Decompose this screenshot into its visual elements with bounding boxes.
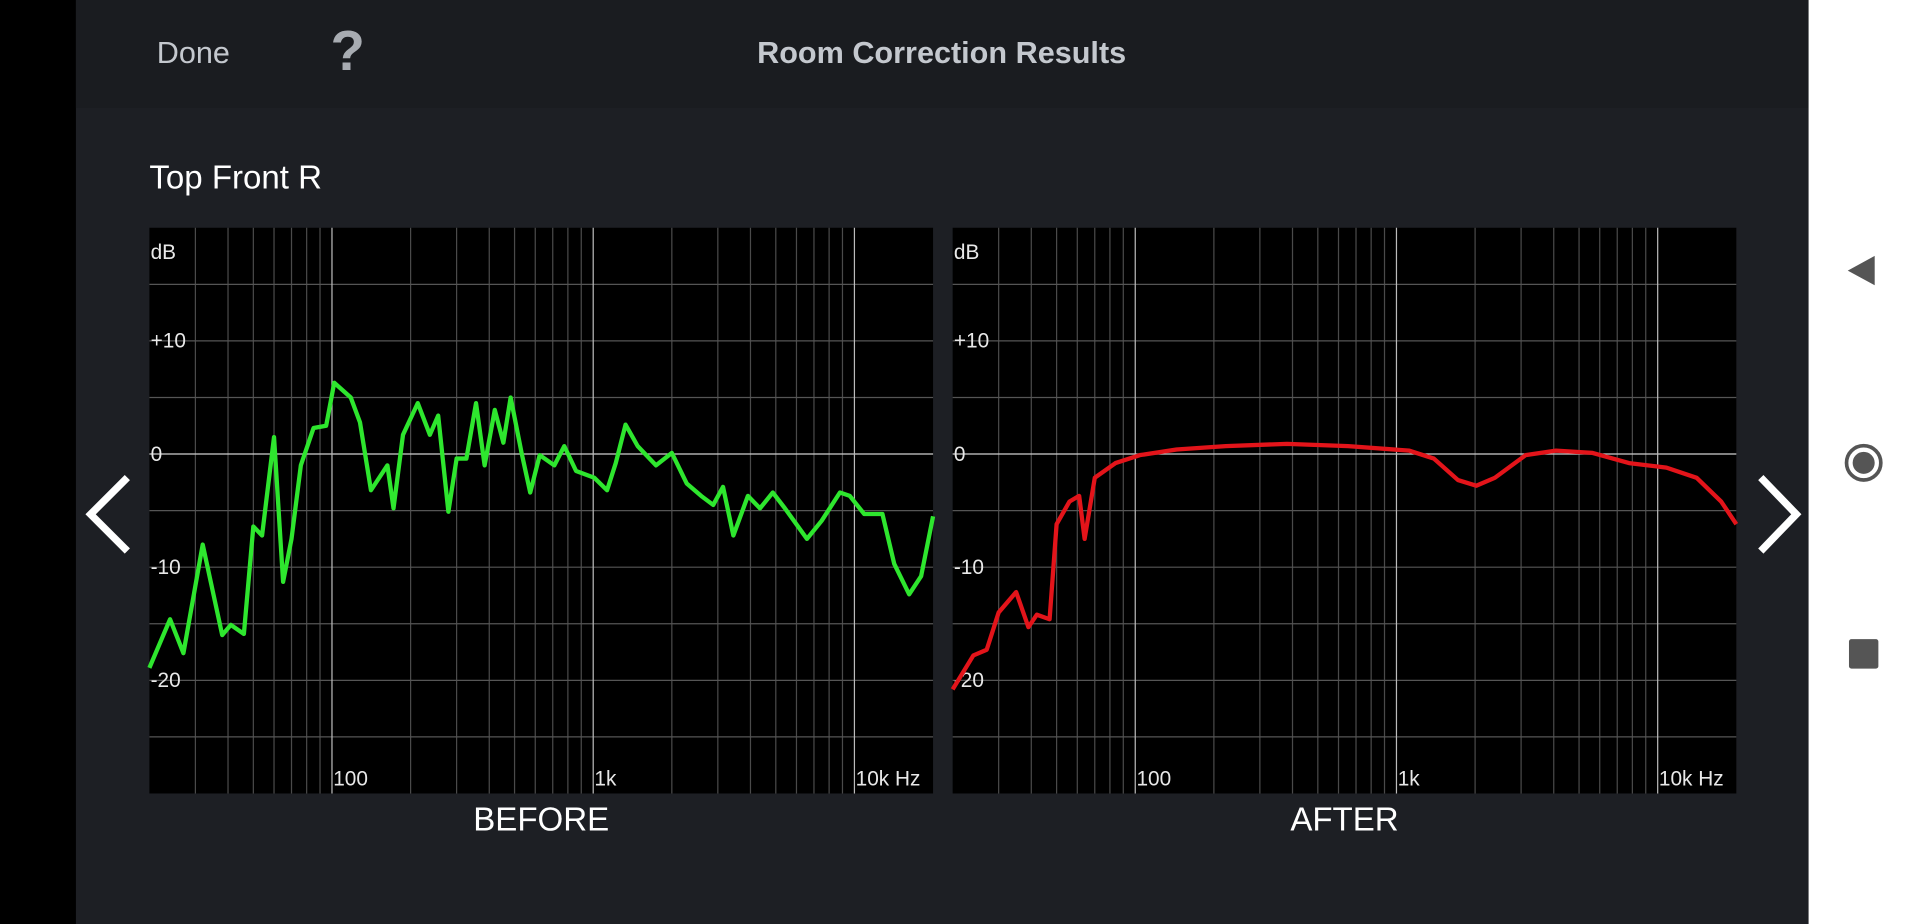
prev-arrow[interactable] [85, 474, 130, 554]
chart-title: BEFORE [473, 801, 609, 838]
x-tick-label: 100 [333, 768, 368, 791]
next-arrow[interactable] [1758, 474, 1802, 554]
y-tick-label: 0 [151, 443, 163, 466]
y-tick-label: +10 [954, 330, 989, 353]
x-tick-label: 100 [1136, 768, 1171, 791]
y-axis-label: dB [954, 241, 979, 264]
x-tick-label: 10k Hz [856, 768, 921, 791]
x-tick-label: 1k [1398, 768, 1421, 791]
help-button[interactable]: ? [331, 19, 365, 82]
nav-home-dot [1852, 451, 1875, 474]
header-bar [75, 0, 1809, 108]
y-tick-label: -20 [151, 669, 181, 692]
y-tick-label: -10 [954, 556, 984, 579]
y-axis-label: dB [151, 241, 176, 264]
response-line [950, 441, 1739, 691]
nav-back[interactable] [1847, 255, 1875, 286]
left-bar [0, 0, 76, 924]
x-tick-label: 1k [594, 768, 617, 791]
nav-recent[interactable] [1848, 639, 1879, 669]
response-line [147, 380, 936, 669]
nav-home[interactable] [1844, 443, 1883, 482]
done-button[interactable]: Done [157, 36, 230, 70]
speaker-name: Top Front R [149, 160, 322, 197]
chart-title: AFTER [1290, 801, 1398, 838]
y-tick-label: 0 [954, 443, 966, 466]
header-title: Room Correction Results [757, 36, 1126, 70]
y-tick-label: -10 [151, 556, 181, 579]
x-tick-label: 10k Hz [1659, 768, 1724, 791]
y-tick-label: +10 [151, 330, 186, 353]
